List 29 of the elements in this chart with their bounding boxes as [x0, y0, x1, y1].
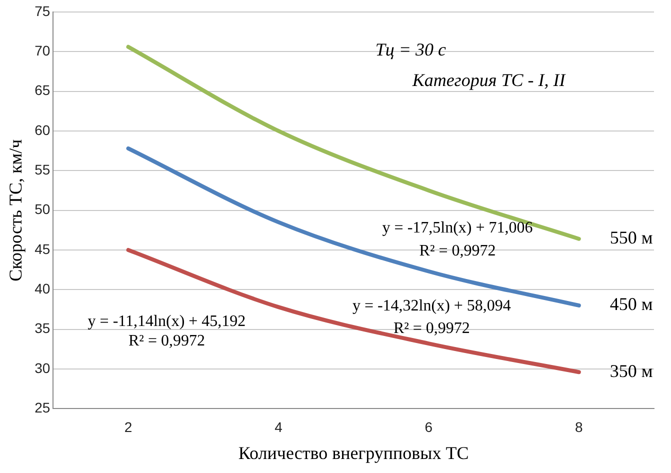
annotation: R² = 0,9972	[128, 332, 205, 350]
y-tick-label: 50	[34, 201, 50, 218]
annotation: R² = 0,9972	[419, 242, 496, 260]
y-tick-label: 40	[34, 280, 50, 296]
annotation: Категория ТС - I, II	[411, 70, 566, 90]
y-tick-label: 70	[34, 42, 50, 59]
x-tick-label: 6	[424, 418, 433, 435]
y-tick-label: 35	[34, 320, 50, 336]
y-tick-label: 75	[34, 2, 50, 19]
series-label: 550 м	[610, 228, 653, 248]
annotation: R² = 0,9972	[393, 320, 470, 338]
annotation: Тц = 30 с	[375, 40, 446, 60]
y-axis-title: Скорость ТС, км/ч	[6, 139, 26, 282]
x-axis-title: Количество внегрупповых ТС	[238, 442, 469, 463]
x-tick-label: 4	[274, 418, 283, 435]
line-series	[126, 44, 581, 241]
series-label: 350 м	[610, 360, 653, 381]
y-tick-label: 65	[34, 82, 50, 98]
annotation: y = -17,5ln(x) + 71,006	[382, 220, 533, 237]
x-tick-label: 8	[575, 418, 583, 435]
x-tick-label: 2	[124, 418, 132, 435]
y-tick-label: 45	[34, 240, 50, 257]
annotation: y = -11,14ln(x) + 45,192	[88, 312, 246, 330]
y-tick-label: 25	[34, 399, 50, 416]
y-tick-label: 60	[34, 122, 50, 138]
series-label: 450 м	[610, 294, 653, 314]
y-tick-label: 30	[34, 360, 50, 376]
annotation: y = -14,32ln(x) + 58,094	[352, 297, 511, 314]
y-tick-label: 55	[34, 162, 50, 178]
